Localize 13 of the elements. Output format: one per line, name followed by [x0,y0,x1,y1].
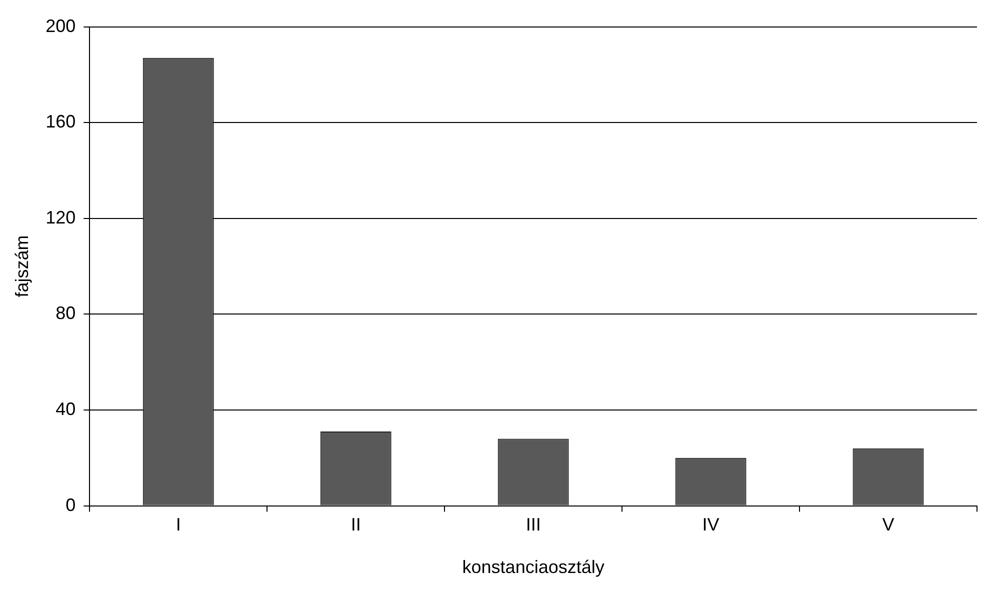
x-axis-title: konstanciaosztály [462,557,604,578]
y-tick-label: 160 [46,112,76,132]
y-tick-label: 200 [46,16,76,36]
y-tick-label: 0 [66,494,76,515]
x-tick-label: IV [702,514,720,535]
x-tick-label: III [526,514,541,535]
x-tick-label: V [882,514,894,535]
y-tick-label: 120 [46,207,76,228]
x-tick-label: I [176,514,181,535]
x-tick-label: II [350,514,361,535]
y-tick-label: 80 [56,303,76,324]
y-axis-title: fajszám [12,235,32,298]
y-tick-label: 40 [56,398,76,419]
